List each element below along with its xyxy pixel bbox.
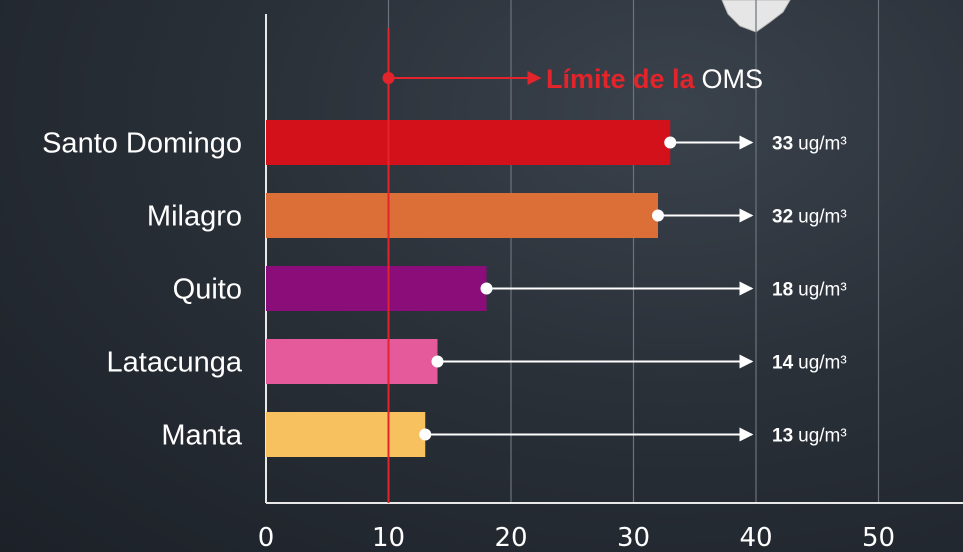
x-tick-labels: 0 10 20 30 40 50: [258, 523, 895, 552]
bars: [266, 120, 671, 457]
value-dot-santo-domingo: [664, 136, 677, 149]
value-label-santo-domingo: 33 ug/m³: [772, 134, 847, 155]
value-label-latacunga: 14 ug/m³: [772, 353, 847, 374]
value-dot-quito: [480, 282, 493, 295]
category-label-quito: Quito: [173, 274, 242, 306]
who-limit-reference: Límite de la OMS: [382, 28, 763, 503]
category-label-santo-domingo: Santo Domingo: [42, 128, 242, 160]
value-label-milagro: 32 ug/m³: [772, 207, 847, 228]
x-tick-label-50: 50: [862, 523, 895, 552]
bar-quito: [266, 266, 487, 311]
x-tick-label-10: 10: [372, 523, 405, 552]
value-dot-manta: [419, 428, 432, 441]
category-labels: Santo Domingo Milagro Quito Latacunga Manta: [42, 128, 243, 452]
value-dot-milagro: [652, 209, 664, 222]
x-tick-label-20: 20: [494, 523, 527, 552]
who-limit-dot: [382, 72, 395, 84]
bar-santo-domingo: [266, 120, 671, 165]
x-tick-label-40: 40: [739, 523, 772, 552]
category-label-milagro: Milagro: [147, 201, 242, 233]
value-label-quito: 18 ug/m³: [772, 280, 847, 301]
category-label-manta: Manta: [161, 420, 242, 452]
bar-latacunga: [266, 339, 438, 384]
bar-milagro: [266, 193, 658, 238]
value-label-manta: 13 ug/m³: [772, 426, 847, 447]
value-annotations: 33 ug/m³ 32 ug/m³ 18 ug/m³ 14 ug/m³ 13 ug/m³: [419, 134, 847, 447]
who-limit-label: Límite de la OMS: [546, 64, 763, 94]
category-label-latacunga: Latacunga: [107, 347, 243, 379]
x-tick-label-0: 0: [258, 523, 275, 552]
x-tick-label-30: 30: [617, 523, 650, 552]
bar-manta: [266, 412, 426, 457]
value-dot-latacunga: [431, 355, 444, 368]
